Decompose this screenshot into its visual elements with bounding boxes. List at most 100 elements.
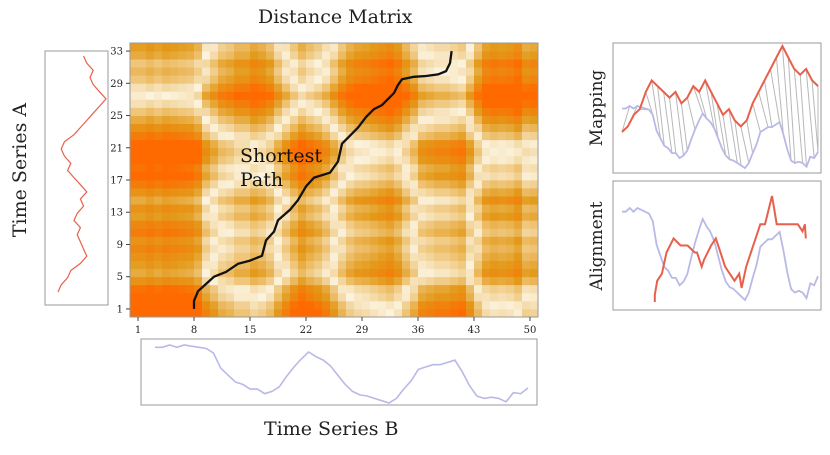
matrix-cell xyxy=(298,244,307,253)
matrix-cell xyxy=(482,228,491,237)
matrix-cell xyxy=(218,276,227,286)
matrix-cell xyxy=(210,220,219,229)
matrix-cell xyxy=(346,107,355,116)
matrix-cell xyxy=(490,236,499,245)
matrix-cell xyxy=(242,91,251,100)
matrix-cell xyxy=(210,107,219,116)
matrix-cell xyxy=(290,51,299,60)
matrix-cell xyxy=(226,51,235,60)
matrix-cell xyxy=(138,204,147,213)
matrix-cell xyxy=(146,83,155,92)
mapping-link xyxy=(799,74,807,167)
matrix-cell xyxy=(410,147,419,157)
matrix-cell xyxy=(514,171,523,181)
matrix-cell xyxy=(242,180,251,189)
matrix-cell xyxy=(170,252,179,261)
matrix-cell xyxy=(330,188,339,197)
matrix-cell xyxy=(234,204,243,213)
matrix-cell xyxy=(146,139,155,149)
matrix-cell xyxy=(362,155,371,165)
matrix-cell xyxy=(426,220,435,229)
matrix-cell xyxy=(274,252,283,261)
mapping-link xyxy=(621,105,631,133)
matrix-cell xyxy=(178,228,187,237)
matrix-cell xyxy=(370,252,379,261)
matrix-cell xyxy=(418,67,427,76)
matrix-cell xyxy=(130,75,139,84)
matrix-cell xyxy=(354,204,363,213)
matrix-cell xyxy=(466,99,475,108)
matrix-cell xyxy=(258,115,267,124)
matrix-cell xyxy=(506,196,515,205)
matrix-cell xyxy=(266,300,275,310)
matrix-cell xyxy=(202,83,211,92)
matrix-cell xyxy=(442,220,451,229)
matrix-cell xyxy=(274,220,283,229)
matrix-cell xyxy=(234,292,243,302)
matrix-cell xyxy=(178,220,187,229)
matrix-cell xyxy=(410,67,419,76)
matrix-cell xyxy=(234,308,243,318)
matrix-cell xyxy=(162,67,171,76)
matrix-cell xyxy=(402,188,411,197)
matrix-cell xyxy=(146,163,155,173)
matrix-cell xyxy=(162,83,171,92)
matrix-cell xyxy=(210,163,219,173)
matrix-cell xyxy=(250,244,259,253)
matrix-cell xyxy=(522,67,531,76)
matrix-cell xyxy=(458,123,467,133)
matrix-cell xyxy=(298,51,307,60)
matrix-cell xyxy=(130,139,139,149)
matrix-cell xyxy=(314,43,323,52)
matrix-cell xyxy=(218,91,227,100)
alignment-series-b xyxy=(622,206,819,302)
matrix-cell xyxy=(282,212,291,221)
matrix-cell xyxy=(498,284,507,294)
matrix-cell xyxy=(306,268,315,278)
matrix-cell xyxy=(466,91,475,100)
matrix-cell xyxy=(138,59,147,68)
matrix-cell xyxy=(362,300,371,310)
matrix-cell xyxy=(226,67,235,76)
matrix-cell xyxy=(522,163,531,173)
matrix-cell xyxy=(218,308,227,318)
matrix-cell xyxy=(298,91,307,100)
matrix-cell xyxy=(330,83,339,92)
matrix-cell xyxy=(386,180,395,189)
matrix-cell xyxy=(178,276,187,286)
matrix-cell xyxy=(402,99,411,108)
matrix-cell xyxy=(434,300,443,310)
matrix-cell xyxy=(482,276,491,286)
matrix-cell xyxy=(138,220,147,229)
matrix-cell xyxy=(194,244,203,253)
matrix-cell xyxy=(234,59,243,68)
matrix-cell xyxy=(266,252,275,261)
matrix-cell xyxy=(250,220,259,229)
matrix-cell xyxy=(410,212,419,221)
mapping-link xyxy=(680,103,688,151)
matrix-cell xyxy=(266,139,275,149)
matrix-cell xyxy=(250,163,259,173)
matrix-cell xyxy=(530,51,539,60)
matrix-cell xyxy=(258,204,267,213)
matrix-cell xyxy=(490,51,499,60)
matrix-cell xyxy=(218,139,227,149)
matrix-cell xyxy=(498,308,507,318)
matrix-cell xyxy=(458,188,467,197)
matrix-cell xyxy=(354,260,363,270)
matrix-cell xyxy=(450,252,459,261)
matrix-cell xyxy=(258,260,267,270)
matrix-cell xyxy=(442,212,451,221)
matrix-cell xyxy=(482,260,491,270)
matrix-cell xyxy=(170,99,179,108)
matrix-cell xyxy=(154,300,163,310)
matrix-cell xyxy=(498,67,507,76)
matrix-cell xyxy=(170,115,179,124)
matrix-cell xyxy=(266,59,275,68)
matrix-cell xyxy=(490,67,499,76)
matrix-cell xyxy=(218,196,227,205)
matrix-cell xyxy=(418,252,427,261)
matrix-cell xyxy=(402,123,411,133)
matrix-cell xyxy=(210,300,219,310)
matrix-cell xyxy=(530,107,539,116)
